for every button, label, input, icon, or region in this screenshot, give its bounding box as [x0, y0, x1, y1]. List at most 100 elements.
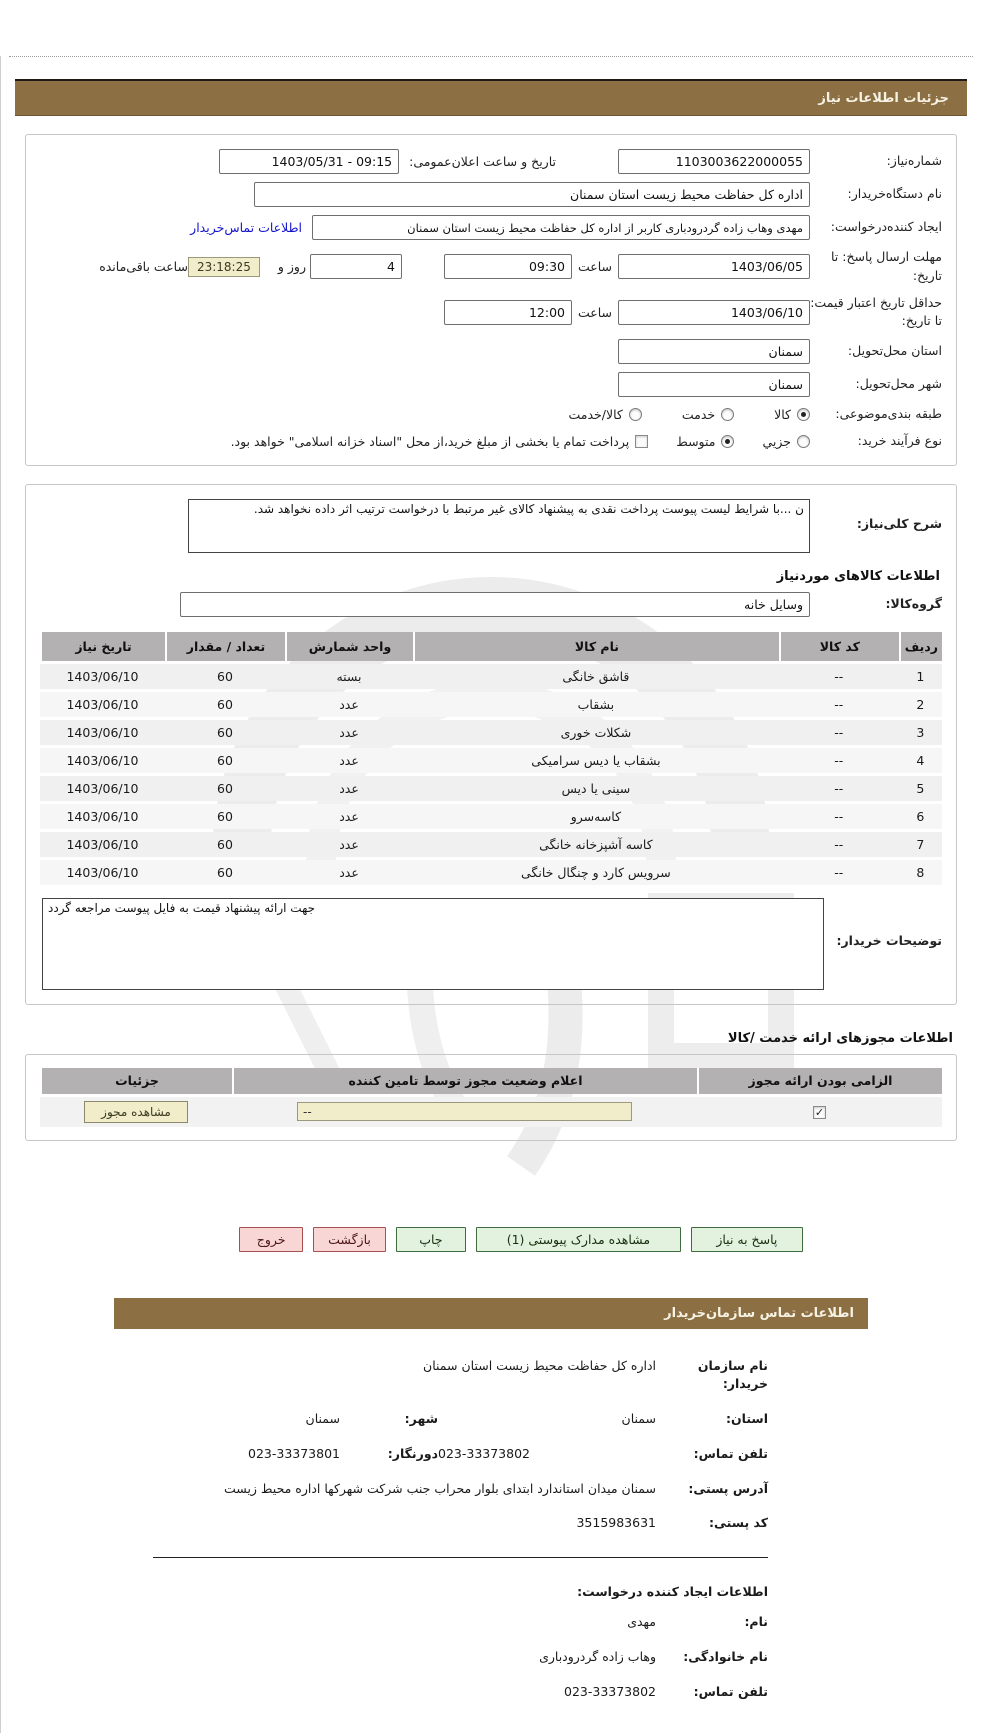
col-qty: تعداد / مقدار: [165, 631, 285, 661]
phone-label: تلفن تماس:: [693, 1445, 768, 1461]
col-unit: واحد شمارش: [285, 631, 413, 661]
announce-datetime-label: تاریخ و ساعت اعلان‌عمومی:: [409, 154, 556, 169]
need-number-field[interactable]: [618, 149, 810, 174]
city-value: سمنان: [305, 1411, 340, 1426]
city-label: شهر:: [404, 1411, 438, 1426]
buyer-notes-textarea[interactable]: جهت ارائه پیشنهاد قیمت به فایل پیوست مرا…: [42, 897, 824, 990]
delivery-city-field[interactable]: [618, 372, 810, 397]
days-label: روز و: [277, 259, 306, 275]
contact-title-bar: اطلاعات تماس سازمان‌خریدار: [114, 1297, 868, 1329]
price-validity-label: حداقل تاریخ اعتبار قیمت: تا تاریخ:: [810, 294, 942, 329]
validity-hour-label: ساعت: [577, 304, 612, 320]
creator-field[interactable]: [312, 215, 810, 240]
license-status-field[interactable]: [297, 1102, 632, 1121]
postal-code-value: 3515983631: [576, 1515, 656, 1531]
radio-partial-label: جزيي: [762, 433, 791, 449]
remaining-time-label: ساعت باقی‌مانده: [99, 259, 188, 275]
validity-time-field[interactable]: [443, 299, 572, 325]
license-table-header-row: الزامی بودن ارائه مجوز اعلام وضعیت مجوز …: [40, 1067, 942, 1094]
treasury-payment-checkbox[interactable]: [635, 434, 649, 448]
creator-phone-value: 023-33373802: [564, 1683, 656, 1699]
org-name-label: نام سازمان خریدار:: [697, 1357, 768, 1392]
need-info-panel: شماره‌نیاز: تاریخ و ساعت اعلان‌عمومی: نا…: [25, 134, 957, 466]
creator-label: ایجاد کننده‌درخواست:: [830, 219, 942, 235]
view-attachments-button[interactable]: مشاهده مدارک پیوستی (1): [475, 1226, 681, 1252]
treasury-payment-note: پرداخت تمام یا بخشی از مبلغ خرید،از محل …: [230, 433, 630, 449]
license-required-checkbox[interactable]: [813, 1106, 826, 1119]
goods-group-field[interactable]: [180, 591, 810, 617]
col-license-status: اعلام وضعیت مجوز توسط تامین کننده: [232, 1067, 697, 1094]
creator-info-title: اطلاعات ایجاد کننده درخواست:: [577, 1584, 768, 1599]
back-button[interactable]: بازگشت: [313, 1226, 386, 1252]
print-button[interactable]: چاپ: [395, 1226, 466, 1252]
top-divider: [9, 56, 973, 57]
page-title-bar: جزئیات اطلاعات نیاز: [15, 79, 967, 116]
radio-goods-service-label: کالا/خدمت: [568, 406, 623, 422]
col-license-details: جزئیات: [40, 1067, 232, 1094]
announce-datetime-field[interactable]: [219, 149, 400, 174]
table-row: 6 -- کاسه‌سرو عدد 60 1403/06/10: [40, 803, 942, 829]
postal-code-label: کد پستی:: [708, 1515, 768, 1531]
radio-service-label: خدمت: [681, 406, 716, 422]
delivery-province-label: استان محل‌تحویل:: [847, 343, 942, 359]
exit-button[interactable]: خروج: [239, 1226, 304, 1252]
first-name-label: نام:: [744, 1614, 768, 1629]
radio-medium[interactable]: [721, 434, 735, 448]
need-description-textarea[interactable]: ن ...با شرایط لیست پیوست پرداخت نقدی به …: [188, 498, 810, 553]
respond-button[interactable]: پاسخ به نیاز: [690, 1226, 803, 1252]
fax-value: 023-33373801: [248, 1445, 340, 1461]
license-panel: الزامی بودن ارائه مجوز اعلام وضعیت مجوز …: [25, 1053, 957, 1141]
delivery-city-label: شهر محل‌تحویل:: [855, 376, 943, 392]
col-name: نام کالا: [413, 631, 779, 661]
response-deadline-label: مهلت ارسال پاسخ: تا تاریخ:: [831, 249, 942, 283]
last-name-label: نام خانوادگی:: [683, 1648, 768, 1664]
license-row: مشاهده مجوز: [40, 1096, 942, 1127]
buyer-notes-label: توضیحات خریدار:: [836, 932, 942, 948]
buyer-org-field[interactable]: [254, 182, 810, 207]
last-name-value: وهاب زاده گردرودباری: [539, 1648, 656, 1664]
goods-table-header-row: ردیف کد کالا نام کالا واحد شمارش تعداد /…: [40, 631, 942, 661]
buyer-contact-link[interactable]: اطلاعات تماس‌خریدار: [190, 220, 302, 235]
radio-goods-service[interactable]: [628, 407, 642, 421]
radio-goods[interactable]: [797, 407, 810, 421]
table-row: 3 -- شکلات خوری عدد 60 1403/06/10: [40, 719, 942, 745]
process-type-label: نوع فرآیند خرید:: [857, 432, 942, 448]
validity-date-field[interactable]: [618, 299, 810, 325]
table-row: 5 -- سینی یا دیس عدد 60 1403/06/10: [40, 775, 942, 801]
table-row: 8 -- سرویس کارد و چنگال خانگی عدد 60 1403/06/…: [40, 859, 942, 885]
remaining-days-field[interactable]: [309, 254, 402, 280]
table-row: 2 -- بشقاب عدد 60 1403/06/10: [40, 691, 942, 717]
delivery-province-field[interactable]: [618, 339, 810, 364]
radio-medium-label: متوسط: [676, 433, 716, 449]
col-date: تاریخ نیاز: [40, 631, 165, 661]
creator-phone-label: تلفن تماس:: [693, 1683, 768, 1699]
first-name-value: مهدی: [627, 1614, 656, 1629]
radio-partial[interactable]: [797, 434, 810, 448]
table-row: 4 -- بشقاب یا دیس سرامیکی عدد 60 1403/06/10: [40, 747, 942, 773]
view-license-button[interactable]: مشاهده مجوز: [84, 1100, 188, 1123]
goods-group-label: گروه‌کالا:: [885, 595, 942, 611]
postal-address-value: سمنان میدان استاندارد ابتدای بلوار محراب…: [224, 1480, 656, 1496]
action-buttons: پاسخ به نیاز مشاهده مدارک پیوستی (1) چاپ…: [1, 1226, 981, 1252]
need-description-label: شرح کلی‌نیاز:: [856, 515, 942, 531]
goods-panel: شرح کلی‌نیاز: ن ...با شرایط لیست پیوست پ…: [25, 483, 957, 1005]
postal-address-label: آدرس پستی:: [688, 1480, 768, 1496]
province-label: استان:: [725, 1411, 768, 1426]
contact-section: نام سازمان خریدار: اداره کل حفاظت محیط ز…: [114, 1349, 868, 1710]
fax-label: دورنگار:: [387, 1445, 438, 1461]
table-row: 1 -- قاشق خانگی بسته 60 1403/06/10: [40, 663, 942, 689]
phone-value: 023-33373802: [438, 1445, 530, 1461]
page-title: جزئیات اطلاعات نیاز: [818, 90, 949, 106]
deadline-time-field[interactable]: [443, 254, 572, 280]
deadline-date-field[interactable]: [618, 254, 810, 280]
remaining-time-badge: 23:18:25: [187, 256, 260, 277]
contact-divider: [153, 1557, 768, 1558]
col-code: کد کالا: [778, 631, 899, 661]
col-license-required: الزامی بودن ارائه مجوز: [697, 1067, 942, 1094]
license-section-title: اطلاعات مجوزهای ارائه خدمت /کالا: [727, 1030, 953, 1046]
org-name-value: اداره کل حفاظت محیط زیست استان سمنان: [423, 1357, 656, 1373]
radio-service[interactable]: [721, 407, 735, 421]
col-row: ردیف: [898, 631, 942, 661]
need-number-label: شماره‌نیاز:: [886, 153, 942, 169]
radio-goods-label: کالا: [774, 406, 791, 422]
